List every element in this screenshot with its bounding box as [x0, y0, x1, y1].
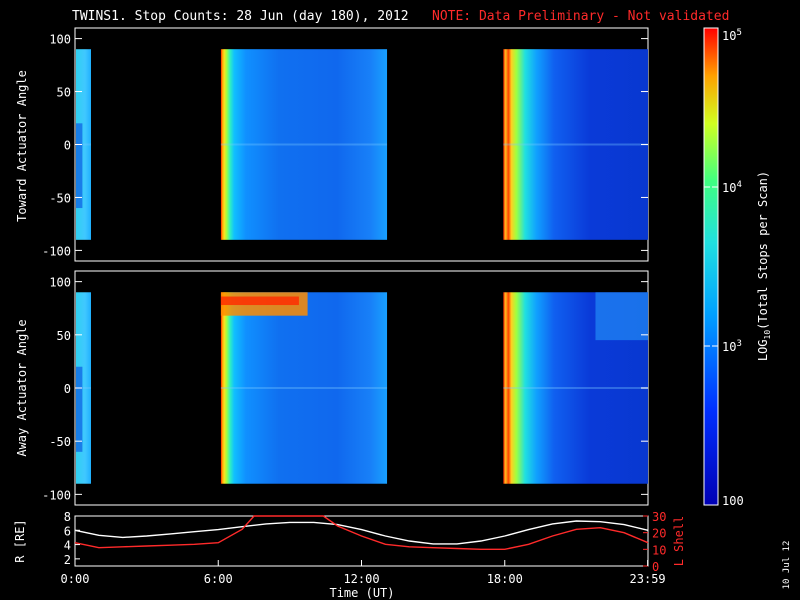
colorbar-label-sub: 10 [763, 330, 772, 340]
heatmap-segment [503, 49, 648, 240]
chart-title: TWINS1. Stop Counts: 28 Jun (day 180), 2… [72, 9, 409, 24]
xtick-label: 6:00 [204, 572, 233, 586]
ytick-label: -50 [49, 191, 71, 205]
ytick-label: 100 [49, 276, 71, 290]
ylabel-toward: Toward Actuator Angle [15, 70, 29, 222]
colorbar-tick-base: 100 [722, 494, 744, 508]
ytick-label: 50 [57, 86, 71, 100]
ytick-label: -100 [42, 244, 71, 258]
xlabel-time: Time (UT) [329, 586, 394, 600]
yticks-toward: 100 50 0 -50 -100 [42, 33, 648, 258]
orbit-ytick-label-right: 20 [652, 527, 666, 541]
heatmap-shade [76, 123, 83, 209]
orbit-ytick-label-left: 2 [64, 553, 71, 567]
ylabel-orbit-left: R [RE] [13, 519, 27, 562]
orbit-ytick-label-right: 10 [652, 543, 666, 557]
orbit-ytick-label-right: 30 [652, 510, 666, 524]
colorbar-tick-label: 103 [722, 339, 742, 354]
colorbar-tick-exp: 5 [736, 28, 741, 38]
colorbar-label-rest: (Total Stops per Scan) [756, 171, 770, 330]
ytick-label: 0 [64, 382, 71, 396]
orbit-ytick-label-left: 4 [64, 539, 71, 553]
heatmap-away [76, 292, 648, 484]
colorbar-tick-exp: 3 [736, 339, 741, 349]
colorbar-label: LOG10(Total Stops per Scan) [756, 171, 772, 361]
colorbar-tick-label: 105 [722, 28, 742, 43]
heatmap-segment [220, 292, 388, 484]
ylabel-away: Away Actuator Angle [15, 319, 29, 456]
colorbar-tick-label: 100 [722, 494, 744, 508]
xtick-label: 23:59 [630, 572, 666, 586]
panel-orbit-frame [74, 515, 649, 567]
zero-angle-streak [76, 143, 91, 146]
ytick-label: 100 [49, 33, 71, 47]
orbit-ytick-label-left: 8 [64, 510, 71, 524]
xtick-label: 12:00 [343, 572, 379, 586]
heatmap-toward [76, 49, 648, 240]
colorbar-label-base: LOG [756, 339, 770, 361]
xtick-label: 18:00 [487, 572, 523, 586]
ytick-label: 0 [64, 139, 71, 153]
orbit-ytick-label-left: 6 [64, 524, 71, 538]
zero-angle-streak [503, 143, 648, 146]
heatmap-band-peak [220, 296, 299, 306]
zero-angle-streak [503, 387, 648, 389]
colorbar [703, 27, 719, 506]
yticks-away: 100 50 0 -50 -100 [42, 276, 648, 502]
ylabel-orbit-right: L Shell [672, 516, 686, 567]
ytick-label: 50 [57, 329, 71, 343]
ytick-label: -50 [49, 435, 71, 449]
heatmap-shade-late [595, 292, 648, 341]
zero-angle-streak [220, 143, 388, 146]
colorbar-tick-exp: 4 [736, 180, 741, 190]
orbit-r-line [74, 520, 649, 545]
colorbar-tick-base: 10 [722, 29, 736, 43]
ytick-label: -100 [42, 488, 71, 502]
orbit-ytick-label-right: 0 [652, 560, 659, 574]
chart-note: NOTE: Data Preliminary - Not validated [432, 9, 729, 24]
colorbar-tick-base: 10 [722, 181, 736, 195]
heatmap-segment [220, 49, 388, 240]
xtick-label: 0:00 [61, 572, 90, 586]
zero-angle-streak [220, 387, 388, 389]
heatmap-shade [76, 366, 83, 452]
colorbar-tick-label: 104 [722, 180, 742, 195]
zero-angle-streak [76, 387, 91, 389]
orbit-lshell-line [74, 515, 649, 550]
colorbar-tick-base: 10 [722, 340, 736, 354]
date-stamp: 10 Jul 12 [782, 541, 792, 590]
